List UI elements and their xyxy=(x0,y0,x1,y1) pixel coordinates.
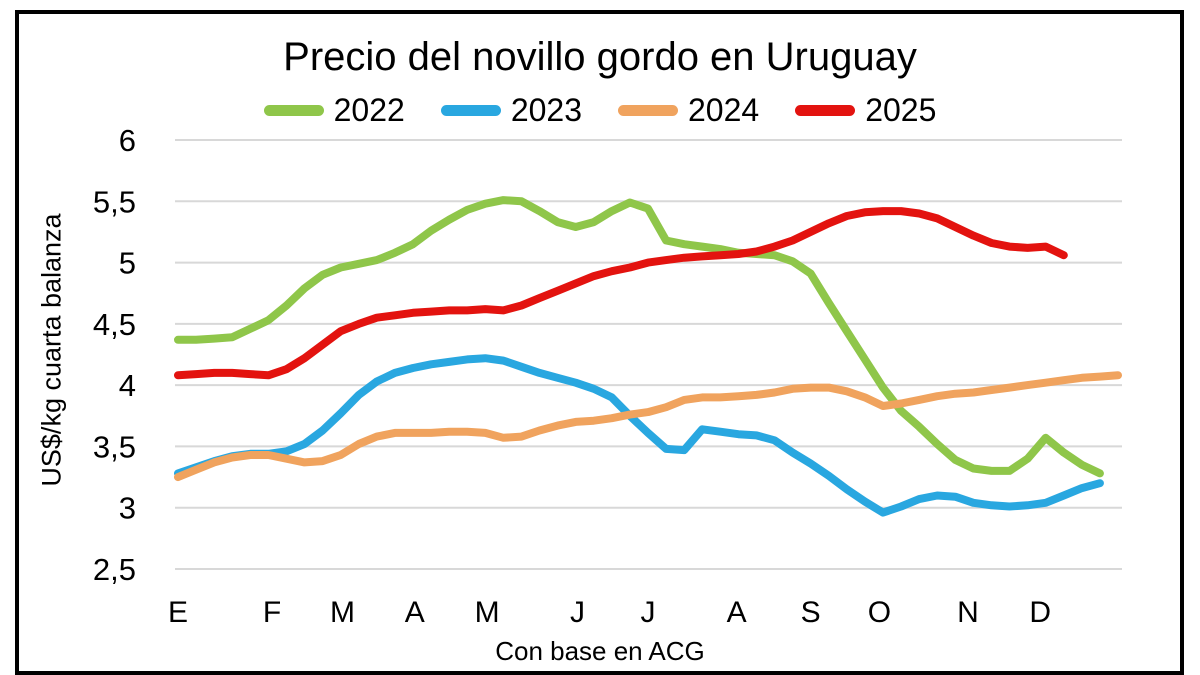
series-line-2023 xyxy=(174,354,1104,517)
legend-item-2022: 2022 xyxy=(263,92,405,128)
x-tick-label: J xyxy=(641,596,656,629)
legend-label: 2025 xyxy=(865,92,937,128)
x-tick-label: N xyxy=(957,596,979,629)
legend-swatch-2023 xyxy=(440,104,501,116)
legend-swatch-2022 xyxy=(263,104,324,116)
legend-swatch-2024 xyxy=(618,104,678,116)
legend: 2022 2023 2024 2025 xyxy=(0,94,1200,126)
x-tick-label: M xyxy=(330,596,355,629)
x-tick-label: O xyxy=(868,596,891,629)
legend-item-2023: 2023 xyxy=(440,92,582,128)
y-tick-label: 2,5 xyxy=(93,552,136,587)
x-tick-label: J xyxy=(570,596,585,629)
legend-label: 2024 xyxy=(688,92,760,128)
x-tick-label: F xyxy=(263,596,281,629)
x-tick-label: D xyxy=(1029,596,1051,629)
legend-item-2024: 2024 xyxy=(618,94,759,126)
legend-swatch-2025 xyxy=(795,104,856,116)
x-axis-caption: Con base en ACG xyxy=(495,636,705,666)
x-tick-label: M xyxy=(475,596,500,629)
x-tick-label: A xyxy=(727,596,747,629)
y-tick-label: 5,5 xyxy=(93,184,136,219)
x-tick-label: S xyxy=(801,596,821,629)
x-tick-label: E xyxy=(168,596,188,629)
legend-item-2025: 2025 xyxy=(795,94,936,126)
y-tick-label: 4,5 xyxy=(93,307,136,342)
y-tick-label: 6 xyxy=(119,123,136,158)
y-tick-label: 5 xyxy=(119,246,136,281)
y-tick-label: 3,5 xyxy=(93,429,136,464)
series-line-2025 xyxy=(174,207,1068,380)
chart-title: Precio del novillo gordo en Uruguay xyxy=(283,35,917,79)
y-tick-label: 3 xyxy=(119,491,136,526)
series-line-2024 xyxy=(174,371,1122,482)
legend-label: 2022 xyxy=(333,92,405,128)
legend-label: 2023 xyxy=(510,92,582,128)
series-line-2022 xyxy=(174,196,1104,478)
y-tick-label: 4 xyxy=(119,368,136,403)
x-tick-label: A xyxy=(405,596,425,629)
